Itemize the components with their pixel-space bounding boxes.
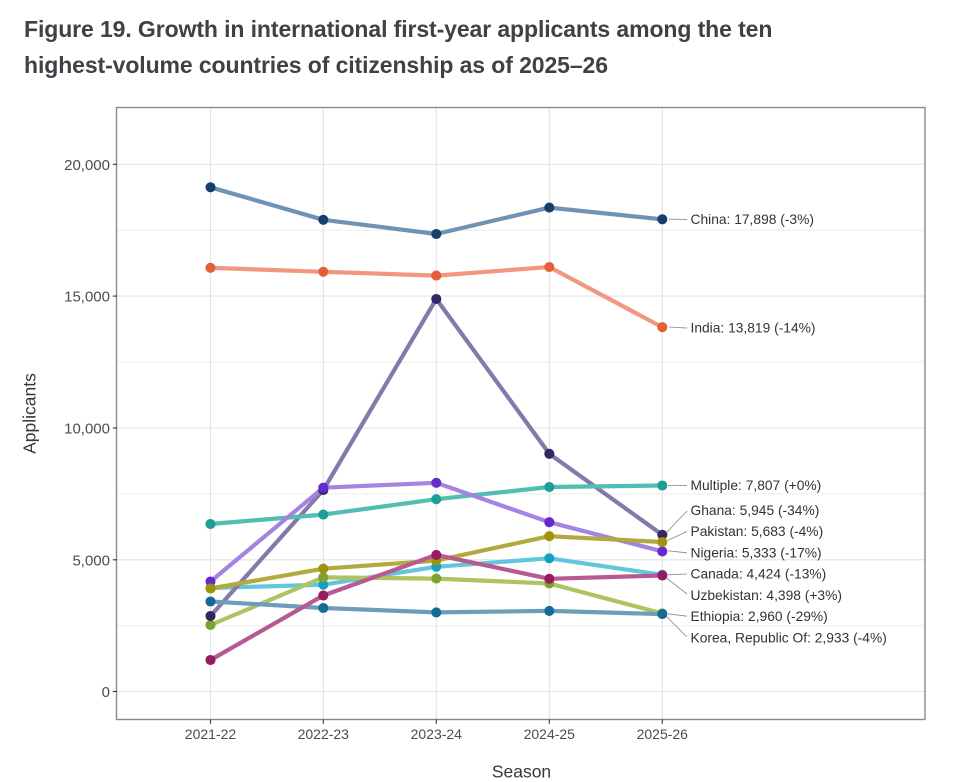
svg-text:0: 0 <box>102 684 110 701</box>
svg-text:2021-22: 2021-22 <box>185 726 237 742</box>
svg-text:20,000: 20,000 <box>64 157 110 174</box>
svg-text:Ethiopia: 2,960 (-29%): Ethiopia: 2,960 (-29%) <box>691 609 828 624</box>
svg-text:Uzbekistan: 4,398 (+3%): Uzbekistan: 4,398 (+3%) <box>691 588 842 603</box>
svg-text:Nigeria: 5,333 (-17%): Nigeria: 5,333 (-17%) <box>691 545 822 560</box>
svg-text:China: 17,898 (-3%): China: 17,898 (-3%) <box>691 212 814 227</box>
svg-text:2025-26: 2025-26 <box>637 726 689 742</box>
svg-text:Canada: 4,424 (-13%): Canada: 4,424 (-13%) <box>691 567 827 582</box>
svg-text:Season: Season <box>492 762 551 782</box>
svg-text:India: 13,819 (-14%): India: 13,819 (-14%) <box>691 321 816 336</box>
svg-text:Korea, Republic Of: 2,933 (-4%: Korea, Republic Of: 2,933 (-4%) <box>691 631 887 646</box>
svg-text:Multiple: 7,807 (+0%): Multiple: 7,807 (+0%) <box>691 478 822 493</box>
svg-text:2023-24: 2023-24 <box>411 726 463 742</box>
svg-text:Ghana: 5,945 (-34%): Ghana: 5,945 (-34%) <box>691 503 820 518</box>
svg-text:Applicants: Applicants <box>20 373 40 454</box>
svg-text:2022-23: 2022-23 <box>298 726 350 742</box>
svg-text:2024-25: 2024-25 <box>524 726 576 742</box>
svg-text:5,000: 5,000 <box>72 552 110 569</box>
svg-text:10,000: 10,000 <box>64 421 110 438</box>
svg-text:15,000: 15,000 <box>64 289 110 306</box>
svg-text:Pakistan: 5,683 (-4%): Pakistan: 5,683 (-4%) <box>691 524 824 539</box>
